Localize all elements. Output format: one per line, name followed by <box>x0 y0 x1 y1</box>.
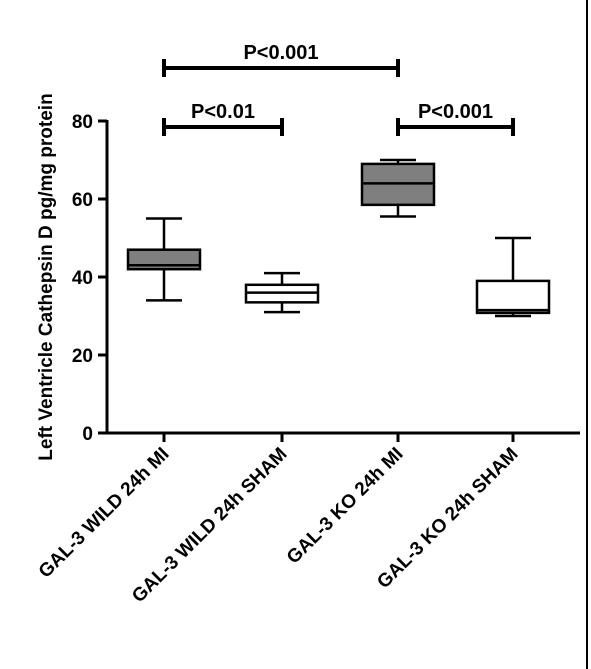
y-tick-label: 0 <box>82 424 93 445</box>
p-value-label: P<0.001 <box>243 42 318 64</box>
y-tick-label: 80 <box>72 112 93 133</box>
significance-bracket-3: P<0.001 <box>396 101 515 136</box>
box-3 <box>360 158 436 218</box>
x-category-label: GAL-3 WILD 24h MI <box>35 444 174 583</box>
box-2 <box>244 271 320 314</box>
significance-annotations: P<0.001 P<0.01 P<0.001 <box>162 42 515 136</box>
image-border <box>586 0 588 669</box>
box-1 <box>126 217 202 302</box>
box-group <box>126 158 551 318</box>
y-tick-label: 60 <box>72 190 93 211</box>
x-category-label: GAL-3 KO 24h MI <box>283 444 408 569</box>
significance-bracket-1: P<0.001 <box>162 42 400 77</box>
iqr-box <box>475 279 551 315</box>
y-axis-label: Left Ventricle Cathepsin D pg/mg protein <box>36 93 57 460</box>
y-tick-label: 40 <box>72 268 93 289</box>
y-tick-label: 20 <box>72 346 93 367</box>
p-value-label: P<0.01 <box>191 101 255 123</box>
box-4 <box>475 236 551 318</box>
p-value-label: P<0.001 <box>418 101 493 123</box>
axes: 0 20 40 60 80 <box>72 112 580 445</box>
significance-bracket-2: P<0.01 <box>162 101 284 136</box>
